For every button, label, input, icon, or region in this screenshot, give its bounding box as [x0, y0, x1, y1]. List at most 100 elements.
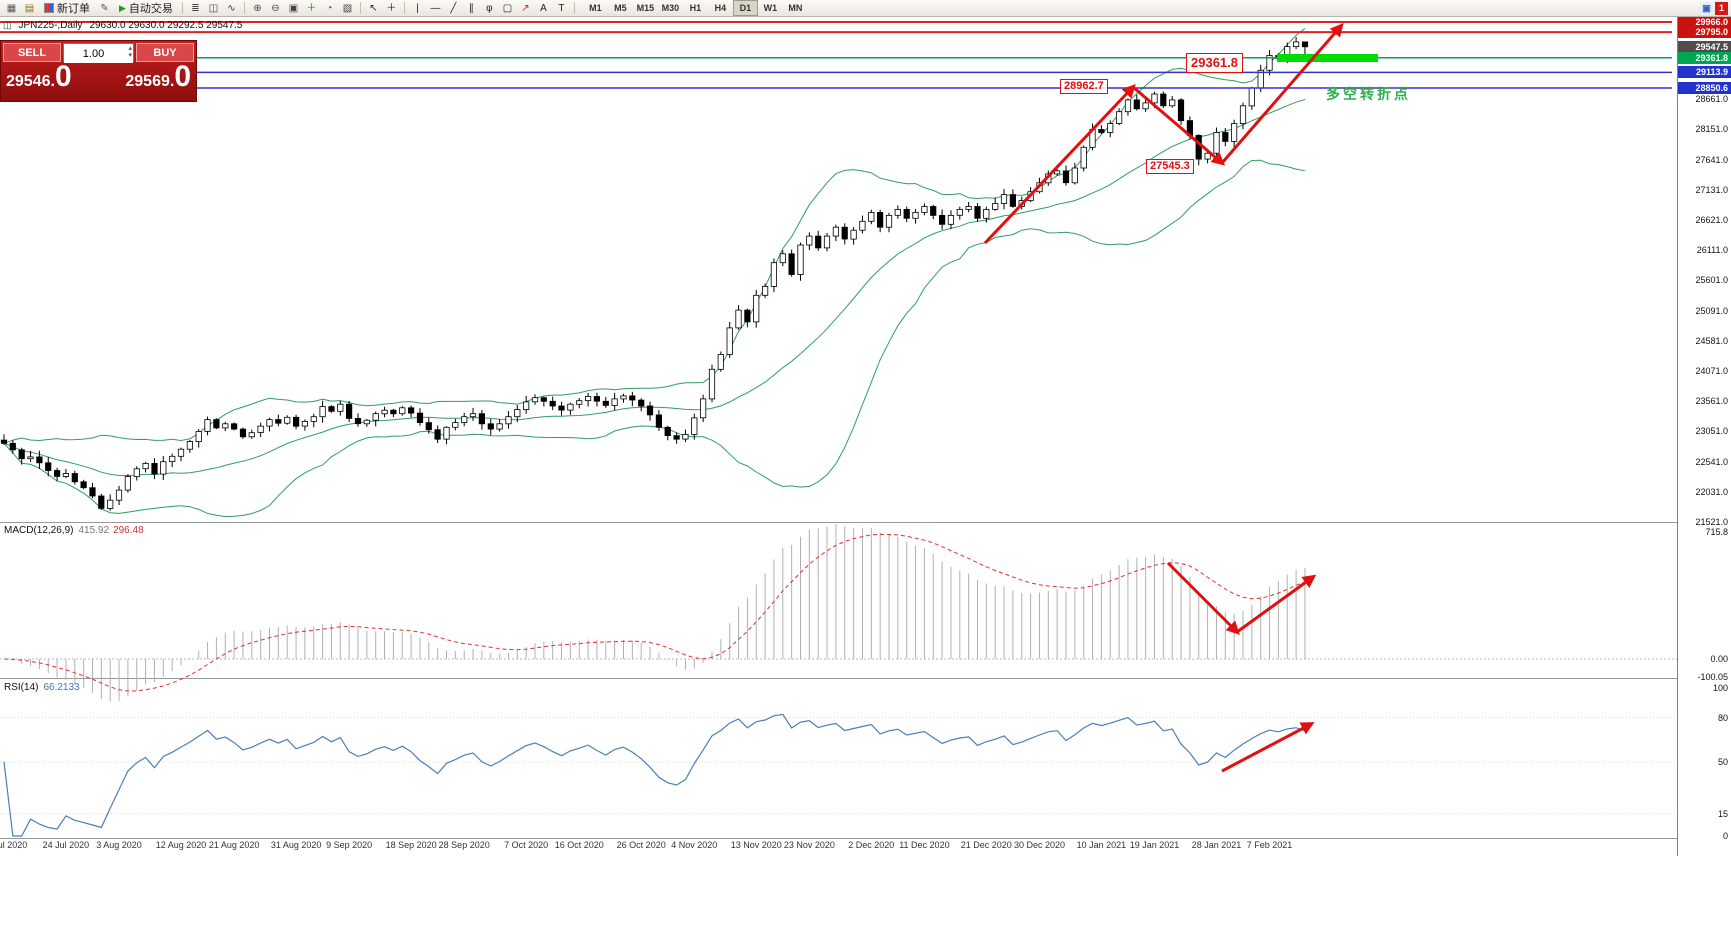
new-chart-icon[interactable]: ▦	[6, 2, 17, 14]
alert-badge-icon[interactable]: 1	[1715, 1, 1728, 15]
candle-body	[930, 206, 937, 216]
candle-body	[1239, 105, 1247, 125]
trend-arrow[interactable]	[983, 84, 1136, 245]
tab-timeframe-m5[interactable]: M5	[614, 3, 627, 13]
price-axis-tick: 23561.0	[1695, 396, 1728, 407]
indicators-icon[interactable]: ＋	[306, 2, 317, 14]
candle-body	[956, 208, 963, 216]
candle-body	[576, 400, 583, 405]
candle-body	[1213, 132, 1220, 154]
mini-chart-badge-icon[interactable]: ▣	[1700, 1, 1713, 15]
candle-body	[744, 309, 751, 323]
price-axis-tick: 27131.0	[1695, 184, 1728, 195]
candle-body	[726, 327, 733, 355]
tile-windows-icon[interactable]: ▣	[288, 2, 299, 14]
autotrading-button[interactable]: ▶ 自动交易	[114, 1, 178, 16]
lot-decrease-button[interactable]: ▾	[128, 52, 132, 59]
price-tag: 28850.6	[1678, 82, 1731, 95]
label-icon[interactable]: T	[558, 2, 565, 14]
tab-timeframe-m15[interactable]: M15	[636, 3, 655, 13]
tab-timeframe-w1[interactable]: W1	[763, 3, 778, 13]
price-tag: 29361.8	[1678, 51, 1731, 64]
candle-body	[9, 442, 16, 451]
tab-timeframe-h4[interactable]: H4	[714, 3, 727, 13]
candle-body	[523, 401, 530, 410]
candle-body	[708, 368, 716, 400]
date-axis-label: 3 Aug 2020	[96, 840, 142, 850]
zoom-in-icon[interactable]: ⊕	[253, 2, 262, 14]
arrows-icon[interactable]: ↗	[521, 2, 530, 14]
new-order-button-icon	[44, 3, 54, 13]
tab-timeframe-mn[interactable]: MN	[788, 3, 803, 13]
candle-body	[832, 226, 840, 237]
crosshair-icon[interactable]: ＋	[386, 2, 397, 14]
main-toolbar: ▦ ▤ 新订单 ✎ ▶ 自动交易 ≣ ◫ ∿ ⊕ ⊖ ▣ ＋ ◔ ▧ ↖ ＋ | — ╱ ∥ φ ▢ ↗ A T M1 M5 M15 M3…	[0, 0, 1731, 17]
candle-body	[992, 203, 999, 210]
cursor-icon[interactable]: ↖	[369, 2, 378, 14]
candlestick-series	[0, 37, 1309, 511]
candle-body	[762, 285, 769, 296]
line-chart-icon[interactable]: ∿	[227, 2, 236, 14]
buy-button[interactable]: BUY	[136, 43, 194, 62]
trendline-icon[interactable]: ╱	[450, 2, 457, 14]
tab-timeframe-m30[interactable]: M30	[661, 3, 680, 13]
new-order-button-label: 新订单	[57, 3, 90, 15]
price-axis-tick: 28661.0	[1695, 94, 1728, 105]
candle-body	[1160, 93, 1167, 107]
candle-body	[186, 441, 193, 450]
highlight-zone[interactable]	[1277, 54, 1378, 62]
tab-timeframe-d1[interactable]: D1	[732, 0, 758, 16]
price-axis-tick: 25601.0	[1695, 275, 1728, 286]
candle-body	[230, 423, 238, 430]
trend-arrow[interactable]	[1221, 722, 1315, 773]
candle-body	[372, 413, 379, 421]
candle-body	[292, 416, 300, 427]
candle-body	[337, 403, 344, 412]
zoom-out-icon[interactable]: ⊖	[271, 2, 280, 14]
candle-body	[496, 423, 503, 430]
trend-arrow[interactable]	[1220, 22, 1344, 164]
candle-body	[877, 211, 884, 228]
periods-icon[interactable]: ◔	[326, 2, 333, 14]
date-axis-label: 30 Dec 2020	[1014, 840, 1065, 850]
bollinger-lower-band	[3, 159, 1306, 518]
tab-timeframe-h1[interactable]: H1	[689, 3, 702, 13]
shapes-icon[interactable]: ▢	[502, 2, 513, 14]
price-axis[interactable]: 28661.0 28151.0 27641.0 27131.0 26621.0 26111…	[1677, 15, 1731, 856]
candle-body	[912, 211, 919, 219]
profiles-icon[interactable]: ▤	[24, 2, 35, 14]
new-order-button[interactable]: 新订单	[39, 1, 95, 16]
trend-arrow[interactable]	[1236, 574, 1317, 634]
candle-body	[275, 419, 282, 424]
candle-body	[788, 253, 795, 275]
text-icon[interactable]: A	[540, 2, 547, 14]
candle-body	[629, 395, 636, 401]
candle-body	[885, 214, 893, 228]
tab-timeframe-m1[interactable]: M1	[589, 3, 602, 13]
templates-icon[interactable]: ▧	[342, 2, 353, 14]
channel-icon[interactable]: ∥	[468, 2, 474, 14]
candle-body	[965, 206, 972, 210]
trend-arrow[interactable]	[1132, 85, 1226, 166]
candle-body	[947, 214, 955, 225]
bars-chart-icon[interactable]: ≣	[191, 2, 200, 14]
trend-arrow[interactable]	[1166, 561, 1240, 635]
candle-body	[328, 406, 335, 412]
sell-button[interactable]: SELL	[3, 43, 61, 62]
candle-body	[0, 439, 8, 444]
price-chart-canvas[interactable]: 15 Jul 2020 24 Jul 2020 3 Aug 2020 12 Aug 2…	[0, 17, 1677, 856]
candle-body	[505, 416, 512, 425]
price-axis-tick: 21521.0	[1695, 517, 1728, 527]
lot-size-input[interactable]	[64, 45, 133, 63]
fibonacci-icon[interactable]: φ	[486, 2, 493, 14]
vertical-line-icon[interactable]: |	[416, 2, 419, 14]
horizontal-line-icon[interactable]: —	[430, 2, 441, 14]
candle-body	[363, 419, 370, 425]
lot-increase-button[interactable]: ▴	[128, 45, 132, 52]
candlestick-chart-icon[interactable]: ◫	[208, 2, 219, 14]
price-axis-tick: 26111.0	[1696, 245, 1728, 256]
metaeditor-icon[interactable]: ✎	[100, 2, 109, 14]
candle-body	[770, 262, 778, 287]
candle-body	[107, 499, 114, 509]
candle-body	[779, 253, 786, 264]
